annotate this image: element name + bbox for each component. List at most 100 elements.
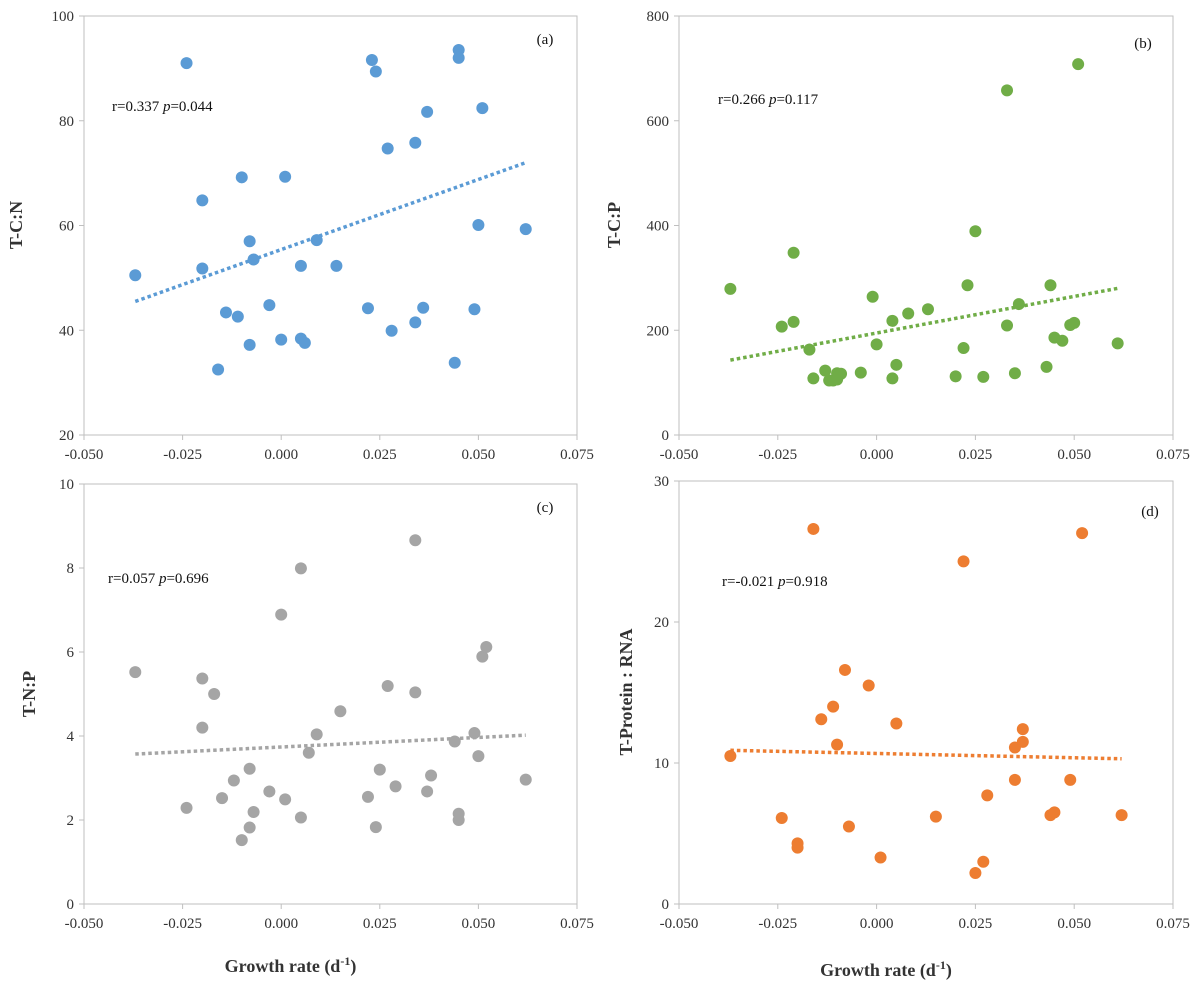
y-tick-label: 8 <box>67 561 75 577</box>
y-tick-label: 20 <box>59 428 74 444</box>
data-point <box>334 705 347 718</box>
x-tick-label: -0.025 <box>758 916 797 932</box>
x-tick-label: -0.050 <box>65 916 104 932</box>
y-axis-label: T-N:P <box>19 671 39 717</box>
data-point <box>129 269 142 282</box>
data-point <box>448 356 461 369</box>
data-point <box>921 303 934 316</box>
y-axis-label: T-C:P <box>604 202 624 248</box>
data-point <box>235 834 248 847</box>
data-point <box>294 259 307 272</box>
data-point <box>472 750 485 763</box>
data-point <box>227 774 240 787</box>
data-point <box>409 136 422 149</box>
x-tick-label: 0.075 <box>1156 447 1190 463</box>
data-point <box>977 855 990 868</box>
stats-annotation: r=0.057 p=0.696 <box>108 571 209 587</box>
x-tick-label: -0.050 <box>660 447 699 463</box>
x-tick-label: 0.075 <box>1156 916 1190 932</box>
data-point <box>1115 809 1128 822</box>
data-point <box>1016 735 1029 748</box>
data-point <box>216 792 229 805</box>
data-point <box>294 562 307 575</box>
data-point <box>361 302 374 315</box>
plot-frame <box>83 483 578 905</box>
data-point <box>1040 360 1053 373</box>
data-point <box>381 142 394 155</box>
panel-label: (a) <box>537 32 554 48</box>
panel-label: (d) <box>1141 504 1159 520</box>
data-point <box>310 234 323 247</box>
data-point <box>835 367 848 380</box>
trendline <box>134 161 527 304</box>
data-point <box>929 810 942 823</box>
data-point <box>421 785 434 798</box>
data-point <box>212 363 225 376</box>
data-point <box>208 688 221 700</box>
data-point <box>815 713 828 726</box>
data-point <box>1076 527 1089 540</box>
panel-label: (c) <box>537 500 554 516</box>
data-point <box>957 555 970 568</box>
data-point <box>381 680 394 693</box>
data-point <box>425 769 438 782</box>
x-tick-label: 0.050 <box>462 916 496 932</box>
data-point <box>235 171 248 184</box>
data-point <box>519 223 532 236</box>
data-point <box>231 310 244 323</box>
stats-annotation: r=-0.021 p=0.918 <box>722 574 828 590</box>
data-point <box>468 303 481 316</box>
x-tick-label: 0.075 <box>560 916 594 932</box>
data-point <box>452 51 465 64</box>
data-point <box>866 290 879 303</box>
data-point <box>807 522 820 535</box>
data-point <box>838 663 851 676</box>
data-point <box>1012 298 1025 311</box>
data-point <box>263 785 276 798</box>
y-tick-label: 800 <box>647 9 670 25</box>
stats-annotation: r=0.266 p=0.117 <box>718 92 819 108</box>
plot-frame <box>678 480 1174 905</box>
data-point <box>180 57 193 70</box>
data-point <box>385 324 398 337</box>
x-tick-label: 0.050 <box>1057 447 1091 463</box>
data-point <box>472 218 485 231</box>
data-point <box>1008 773 1021 786</box>
data-point <box>854 366 867 379</box>
y-tick-label: 600 <box>647 114 670 130</box>
data-point <box>409 686 422 699</box>
data-point <box>247 806 260 819</box>
plot-frame <box>678 15 1174 436</box>
y-tick-label: 6 <box>67 645 75 661</box>
data-point <box>275 333 288 346</box>
panel-a: 20 40 60 80 100 -0.050 -0.025 0.000 0.025 0.050 0.… <box>6 9 594 463</box>
data-point <box>1008 367 1021 380</box>
data-point <box>243 762 256 775</box>
data-point <box>389 780 402 793</box>
data-point <box>1001 319 1014 332</box>
y-tick-label: 80 <box>59 114 74 130</box>
data-point <box>787 246 800 259</box>
data-point <box>180 801 193 814</box>
x-tick-label: 0.025 <box>959 447 993 463</box>
y-tick-label: 40 <box>59 323 74 339</box>
y-tick-label: 2 <box>67 813 75 829</box>
data-point <box>724 282 737 295</box>
y-tick-label: 100 <box>52 9 75 25</box>
trendline <box>135 733 526 756</box>
data-point <box>196 194 209 207</box>
y-tick-label: 30 <box>654 474 669 490</box>
data-point <box>1044 279 1057 292</box>
data-point <box>298 336 311 349</box>
y-tick-label: 10 <box>654 756 669 772</box>
data-point <box>129 666 142 679</box>
data-point <box>417 301 430 314</box>
y-tick-label: 60 <box>59 219 74 235</box>
data-point <box>279 170 292 183</box>
panel-b: 0 200 400 600 800 -0.050 -0.025 0.000 0.025 0.050… <box>604 9 1190 463</box>
data-point <box>1048 806 1061 819</box>
data-point <box>886 372 899 385</box>
data-point <box>310 728 323 741</box>
data-point <box>302 746 315 759</box>
